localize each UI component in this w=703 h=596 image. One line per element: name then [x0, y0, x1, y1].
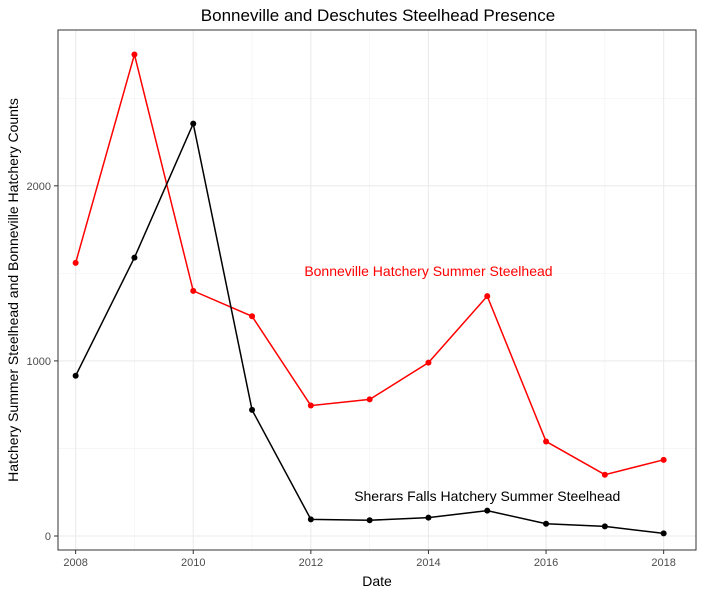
x-tick-label: 2012 [299, 557, 323, 569]
y-tick-label: 2000 [27, 181, 51, 193]
y-tick-label: 1000 [27, 356, 51, 368]
data-point [72, 372, 79, 379]
x-axis-title: Date [362, 573, 392, 589]
series-layer [72, 51, 667, 537]
data-point [307, 402, 314, 409]
annotation-layer: Bonneville Hatchery Summer Steelhead Sher… [304, 263, 620, 504]
y-axis-title: Hatchery Summer Steelhead and Bonneville… [5, 98, 21, 482]
data-point [249, 406, 256, 413]
data-point [307, 516, 314, 523]
data-point [366, 396, 373, 403]
x-tick-label: 2014 [416, 557, 440, 569]
data-point [425, 359, 432, 366]
data-point [425, 514, 432, 521]
x-tick-label: 2016 [534, 557, 558, 569]
data-point [601, 523, 608, 530]
data-point [190, 287, 197, 294]
data-point [190, 120, 197, 127]
plot-panel-border [57, 29, 697, 551]
data-point [249, 313, 256, 320]
x-axis-ticks: 2008 2010 2012 2014 2016 2018 [63, 550, 676, 569]
data-point [543, 520, 550, 527]
data-point [543, 438, 550, 445]
chart-title: Bonneville and Deschutes Steelhead Prese… [201, 6, 555, 25]
data-point [601, 471, 608, 478]
data-point [131, 254, 138, 261]
data-point [484, 293, 491, 300]
data-point [131, 51, 138, 58]
data-point [660, 530, 667, 537]
x-tick-label: 2008 [63, 557, 87, 569]
data-point [366, 517, 373, 524]
series-annotation-label: Bonneville Hatchery Summer Steelhead [304, 263, 552, 279]
x-tick-label: 2010 [181, 557, 205, 569]
data-point [484, 507, 491, 514]
data-point [72, 259, 79, 266]
y-axis-ticks: 0 1000 2000 [27, 181, 58, 543]
x-tick-label: 2018 [651, 557, 675, 569]
series-annotation-label: Sherars Falls Hatchery Summer Steelhead [354, 488, 620, 504]
grid-minor [58, 30, 696, 550]
y-tick-label: 0 [45, 531, 51, 543]
grid-major [58, 30, 696, 550]
data-point [660, 456, 667, 463]
